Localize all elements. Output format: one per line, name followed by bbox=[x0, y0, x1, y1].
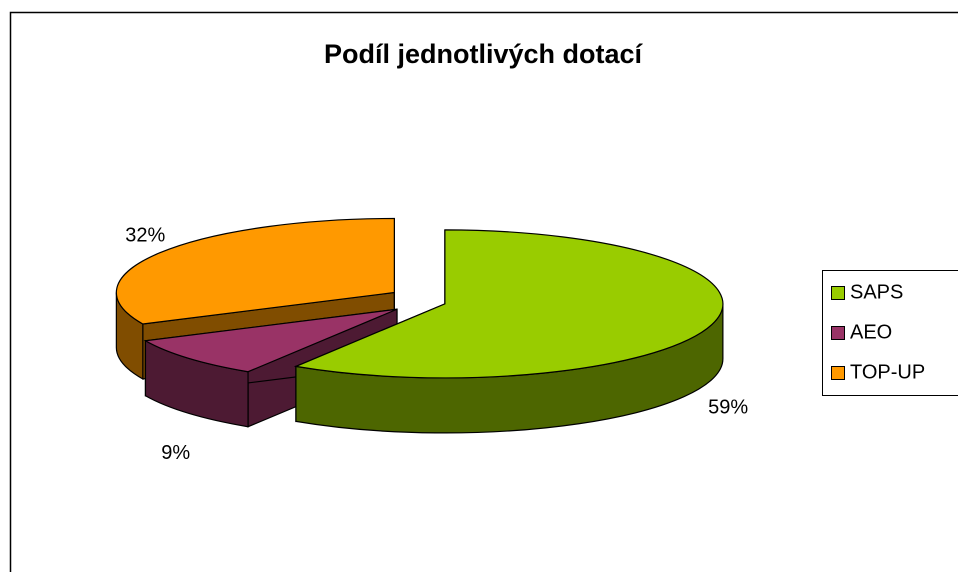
legend-label: TOP-UP bbox=[850, 361, 925, 383]
data-label: 59% bbox=[708, 396, 748, 418]
pie bbox=[115, 217, 724, 434]
legend-label: AEO bbox=[850, 321, 892, 343]
data-label: 32% bbox=[125, 225, 165, 247]
slice-top bbox=[293, 229, 724, 379]
pie-slice bbox=[293, 229, 724, 434]
legend-label: SAPS bbox=[850, 281, 903, 303]
legend-swatch bbox=[831, 286, 845, 300]
chart-title: Podíl jednotlivých dotací bbox=[324, 39, 644, 69]
legend: SAPS AEO TOP-UP bbox=[831, 281, 925, 383]
legend-box bbox=[822, 270, 958, 396]
slice-top bbox=[143, 308, 398, 373]
legend-swatch bbox=[831, 366, 845, 380]
legend-swatch bbox=[831, 326, 845, 340]
slice-top bbox=[115, 217, 395, 325]
chart-frame bbox=[9, 11, 958, 572]
data-label: 9% bbox=[161, 442, 190, 464]
